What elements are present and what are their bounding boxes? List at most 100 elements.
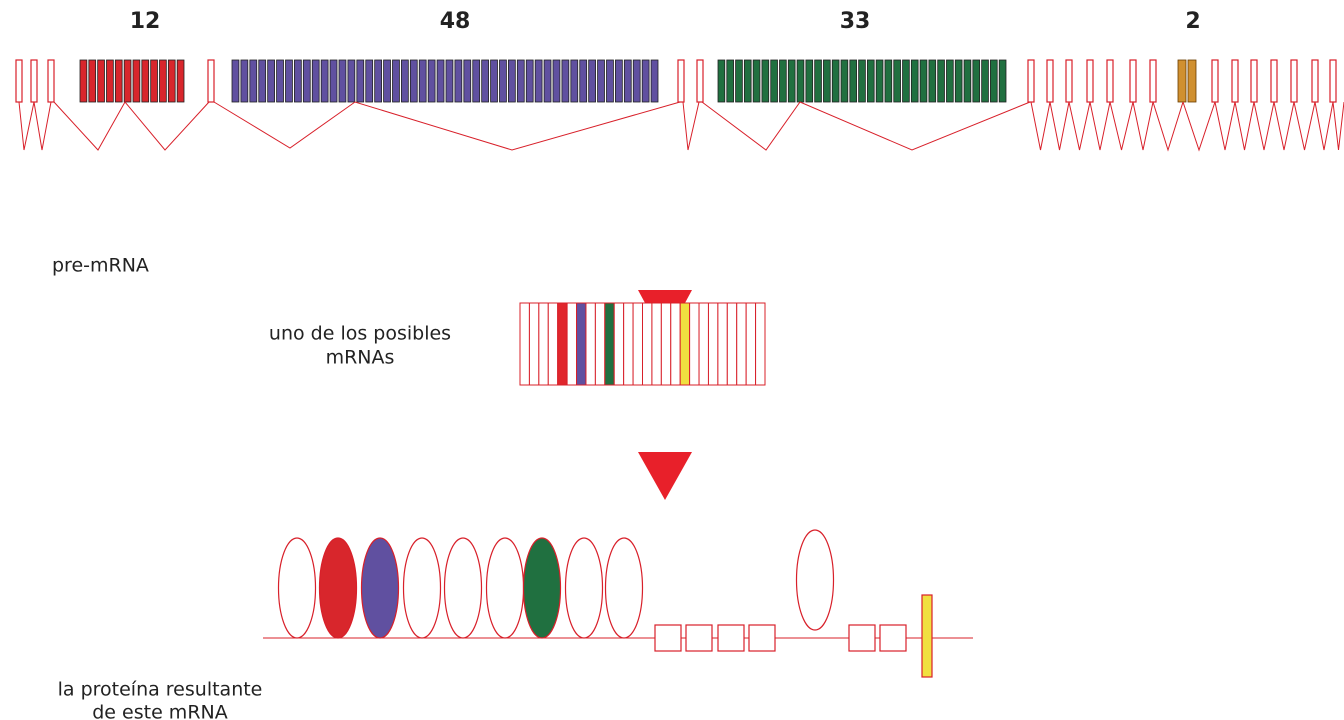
mrna-exon — [660, 302, 672, 386]
splice-line — [53, 101, 210, 151]
splice-line — [1152, 101, 1184, 152]
ig-domain — [443, 537, 483, 639]
exon — [1046, 59, 1054, 103]
variable-exon — [937, 59, 945, 103]
splice-line — [1332, 101, 1344, 151]
mrna-exon — [670, 302, 681, 386]
variable-exon — [796, 59, 805, 103]
group-count: 2 — [1185, 9, 1200, 34]
fn-domain — [654, 624, 682, 652]
mrna-label: uno de los posibles — [269, 323, 451, 345]
mrna-exon — [642, 302, 653, 386]
variable-exon — [543, 59, 552, 103]
variable-exon — [454, 59, 463, 103]
variable-exon — [525, 59, 534, 103]
splice-line — [1068, 101, 1091, 151]
splice-line — [33, 101, 52, 151]
mrna-exon — [736, 302, 747, 386]
variable-exon — [106, 59, 114, 103]
splice-line — [1182, 101, 1216, 152]
variable-exon — [561, 59, 570, 103]
variable-exon — [641, 59, 650, 103]
variable-exon — [276, 59, 284, 103]
mrna-exon — [726, 302, 738, 386]
splice-line — [18, 101, 35, 151]
mrna-exon — [538, 302, 549, 386]
fn-domain — [879, 624, 907, 652]
fn-domain — [685, 624, 713, 652]
mrna-exon — [604, 302, 615, 386]
exon — [1065, 59, 1073, 103]
splice-line — [1132, 101, 1154, 151]
exon — [1086, 59, 1094, 103]
variable-exon — [176, 59, 185, 103]
variable-exon — [552, 59, 561, 103]
ig-domain — [402, 537, 442, 639]
variable-exon — [240, 59, 249, 103]
exon — [1149, 59, 1157, 103]
mrna-exon — [576, 302, 587, 386]
exon — [1129, 59, 1137, 103]
splice-line — [1049, 101, 1070, 151]
variable-exon — [436, 59, 445, 103]
variable-exon — [597, 59, 605, 103]
variable-exon — [320, 59, 329, 103]
splice-line — [1214, 101, 1236, 151]
variable-exon — [650, 59, 659, 103]
mrna-exon — [707, 302, 719, 386]
variable-exon — [928, 59, 937, 103]
protein-label: de este mRNA — [92, 702, 227, 720]
mrna-exon — [613, 302, 625, 386]
variable-exon — [717, 59, 726, 103]
variable-exon — [990, 59, 998, 103]
exon — [1250, 59, 1258, 103]
variable-exon — [141, 59, 150, 103]
variable-exon — [311, 59, 320, 103]
variable-exon — [623, 59, 632, 103]
splice-line — [1030, 101, 1051, 151]
exon — [1290, 59, 1298, 103]
exon — [15, 59, 23, 103]
variable-exon — [787, 59, 796, 103]
variable-exon — [159, 59, 167, 103]
ig-domain — [277, 537, 317, 639]
variable-exon — [779, 59, 787, 103]
variable-exon — [963, 59, 972, 103]
variable-exon — [831, 59, 840, 103]
variable-exon — [849, 59, 858, 103]
mrna-exon — [745, 302, 757, 386]
variable-exon — [735, 59, 743, 103]
splice-line — [1273, 101, 1295, 151]
variable-exon — [79, 59, 88, 103]
variable-exon — [97, 59, 105, 103]
variable-exon — [508, 59, 516, 103]
variable-exon — [875, 59, 884, 103]
mrna-exon — [689, 302, 700, 386]
group-count: 48 — [440, 9, 471, 34]
variable-exon — [356, 59, 365, 103]
variable-exon — [427, 59, 436, 103]
variable-exon — [823, 59, 831, 103]
mrna-exon — [623, 302, 634, 386]
variable-exon — [445, 59, 454, 103]
variable-exon — [499, 59, 507, 103]
variable-exon — [814, 59, 822, 103]
variable-exon — [374, 59, 382, 103]
variable-exon — [418, 59, 427, 103]
variable-exon — [866, 59, 875, 103]
variable-exon — [981, 59, 989, 103]
variable-exon — [972, 59, 981, 103]
variable-exon — [285, 59, 293, 103]
exon — [1211, 59, 1219, 103]
mrna-exon — [632, 302, 643, 386]
splice-line — [213, 101, 681, 151]
fn-domain — [748, 624, 776, 652]
variable-exon — [858, 59, 866, 103]
variable-exon — [946, 59, 954, 103]
variable-exon — [902, 59, 910, 103]
variable-exon — [805, 59, 814, 103]
variable-exon — [752, 59, 761, 103]
ig-domain — [360, 537, 400, 639]
variable-exon — [570, 59, 579, 103]
